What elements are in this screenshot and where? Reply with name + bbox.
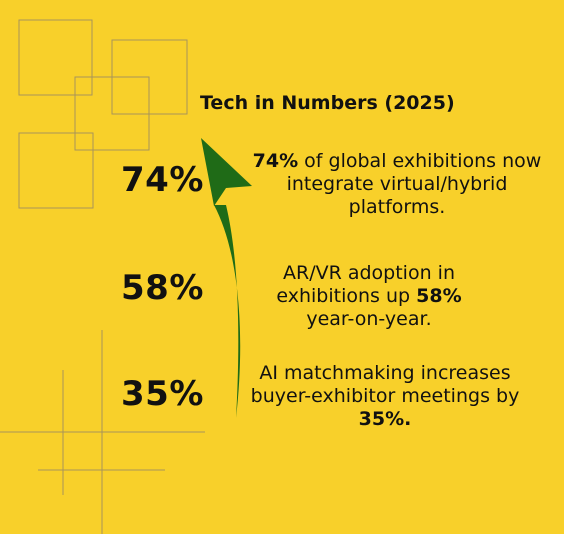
deco-square-3 bbox=[74, 76, 150, 151]
page-title: Tech in Numbers (2025) bbox=[200, 92, 455, 114]
deco-square-4 bbox=[18, 132, 94, 209]
stat-description-3: AI matchmaking increases buyer-exhibitor… bbox=[250, 362, 520, 431]
stat-description-3-text: AI matchmaking increases buyer-exhibitor… bbox=[250, 362, 520, 407]
stat-description-2-text-a: AR/VR adoption in exhibitions up bbox=[276, 262, 455, 307]
stat-value-35: 35% bbox=[121, 374, 204, 414]
stat-description-2-highlight: 58% bbox=[416, 285, 462, 307]
stat-description-1-text: of global exhibitions now integrate virt… bbox=[286, 150, 542, 218]
deco-square-1 bbox=[18, 19, 93, 96]
stat-description-3-highlight: 35%. bbox=[358, 408, 412, 430]
stat-value-58: 58% bbox=[121, 268, 204, 308]
stat-value-74: 74% bbox=[121, 160, 204, 200]
stat-description-1-highlight: 74% bbox=[252, 150, 299, 172]
stat-description-1: 74% of global exhibitions now integrate … bbox=[252, 150, 542, 219]
stat-description-2: AR/VR adoption in exhibitions up 58% yea… bbox=[254, 262, 484, 331]
stat-description-2-text-b: year-on-year. bbox=[306, 308, 432, 330]
